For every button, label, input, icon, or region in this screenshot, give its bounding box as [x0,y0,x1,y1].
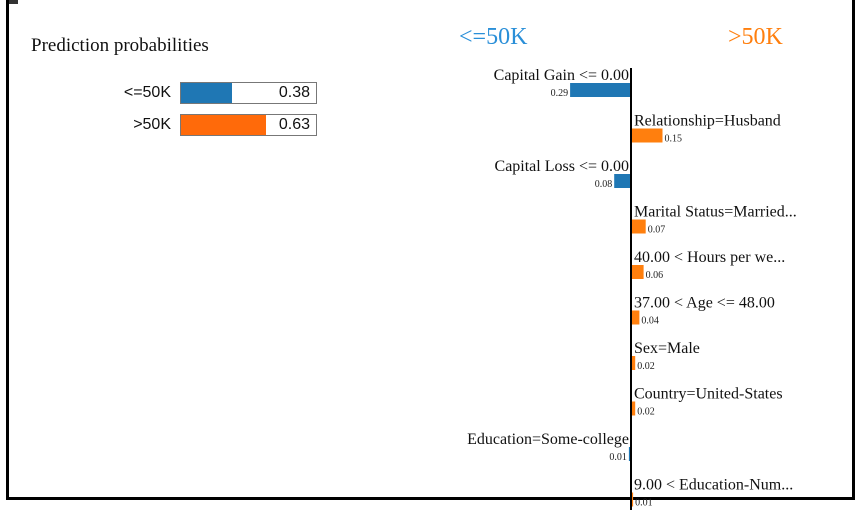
prediction-probabilities-title: Prediction probabilities [31,35,209,56]
prob-fill-negative [181,83,233,103]
feature-label: Relationship=Husband [634,113,781,130]
prob-label-positive: >50K [133,116,171,133]
prob-value-negative: 0.38 [278,84,310,101]
contribution-value: 0.06 [646,270,664,281]
contribution-bar [570,83,631,97]
contribution-bar [628,447,631,461]
contribution-bar [631,310,640,325]
feature-label: Education=Some-college [467,431,629,448]
contribution-value: 0.08 [595,179,613,190]
prob-fill-positive [181,115,267,135]
contribution-value: 0.02 [637,407,655,418]
contribution-bar [631,265,644,279]
contribution-value: 0.07 [648,225,666,236]
contribution-value: 0.29 [551,88,569,99]
contribution-bar [631,128,663,143]
contribution-value: 0.01 [609,452,627,463]
contribution-value: 0.02 [637,361,655,372]
explanation-panel [6,0,855,500]
prob-value-positive: 0.63 [278,116,310,133]
contribution-bar [631,492,634,507]
contribution-bar [631,356,636,370]
feature-label: Country=United-States [634,386,783,403]
feature-label: Sex=Male [634,340,700,357]
feature-label: Marital Status=Married... [634,204,797,221]
feature-label: Capital Gain <= 0.00 [494,67,629,84]
feature-label: Capital Loss <= 0.00 [495,158,629,175]
contribution-value: 0.01 [635,498,653,509]
border-fragment [9,0,18,4]
class-heading-negative: <=50K [459,24,528,50]
prob-label-negative: <=50K [123,84,171,101]
class-heading-positive: >50K [728,24,783,50]
feature-label: 9.00 < Education-Num... [634,477,793,494]
feature-label: 40.00 < Hours per we... [634,249,785,266]
contribution-bar [631,401,636,416]
prob-bar-positive: 0.63 [180,114,317,136]
prob-bar-negative: 0.38 [180,82,317,104]
contribution-bar [631,219,646,234]
contribution-bar [614,174,631,188]
contribution-value: 0.04 [641,316,659,327]
feature-label: 37.00 < Age <= 48.00 [634,295,775,312]
contribution-value: 0.15 [665,134,683,145]
